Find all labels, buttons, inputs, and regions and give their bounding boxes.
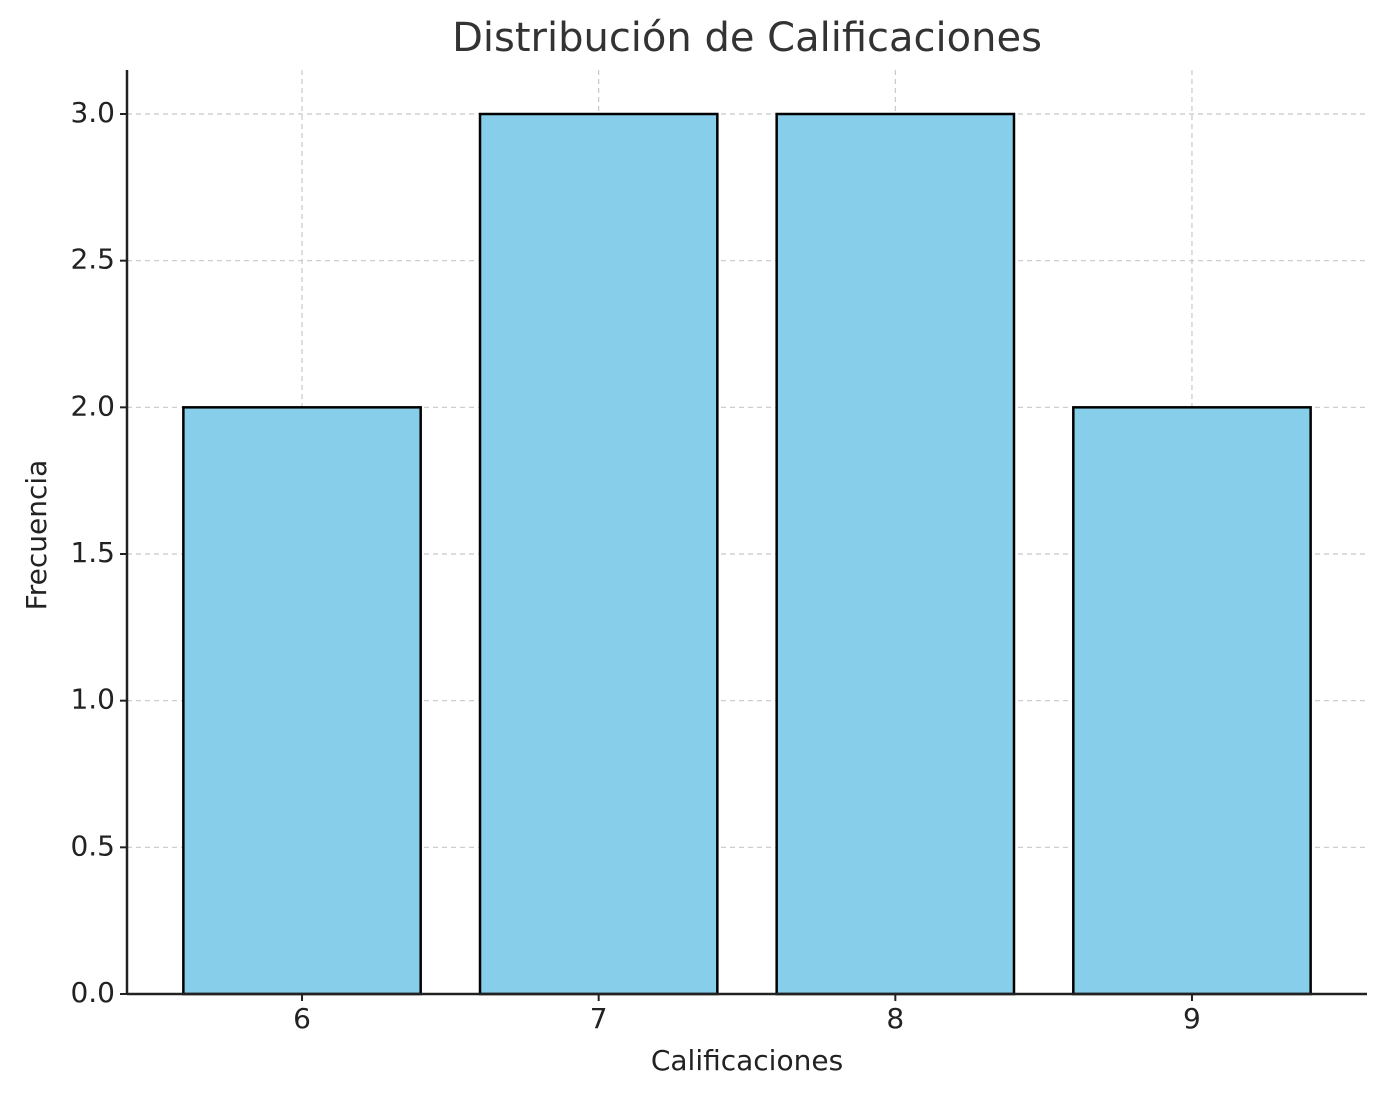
- x-tick-label: 7: [590, 1002, 608, 1035]
- bar: [478, 112, 719, 996]
- bar: [1072, 406, 1312, 996]
- y-tick-label: 3.0: [70, 96, 115, 129]
- bar: [775, 112, 1016, 996]
- x-tick-label: 9: [1183, 1002, 1201, 1035]
- y-tick-label: 0.0: [70, 976, 115, 1009]
- x-tick-label: 6: [293, 1002, 311, 1035]
- y-tick-label: 0.5: [70, 829, 115, 862]
- y-tick-label: 1.0: [70, 683, 115, 716]
- chart-title: Distribución de Calificaciones: [452, 15, 1042, 61]
- bar: [182, 406, 422, 996]
- y-tick-label: 2.0: [70, 389, 115, 422]
- x-tick-label: 8: [886, 1002, 904, 1035]
- y-tick-label: 2.5: [70, 243, 115, 276]
- y-axis-label: Frecuencia: [20, 460, 53, 611]
- y-tick-label: 1.5: [70, 536, 115, 569]
- x-axis-label: Calificaciones: [651, 1044, 843, 1077]
